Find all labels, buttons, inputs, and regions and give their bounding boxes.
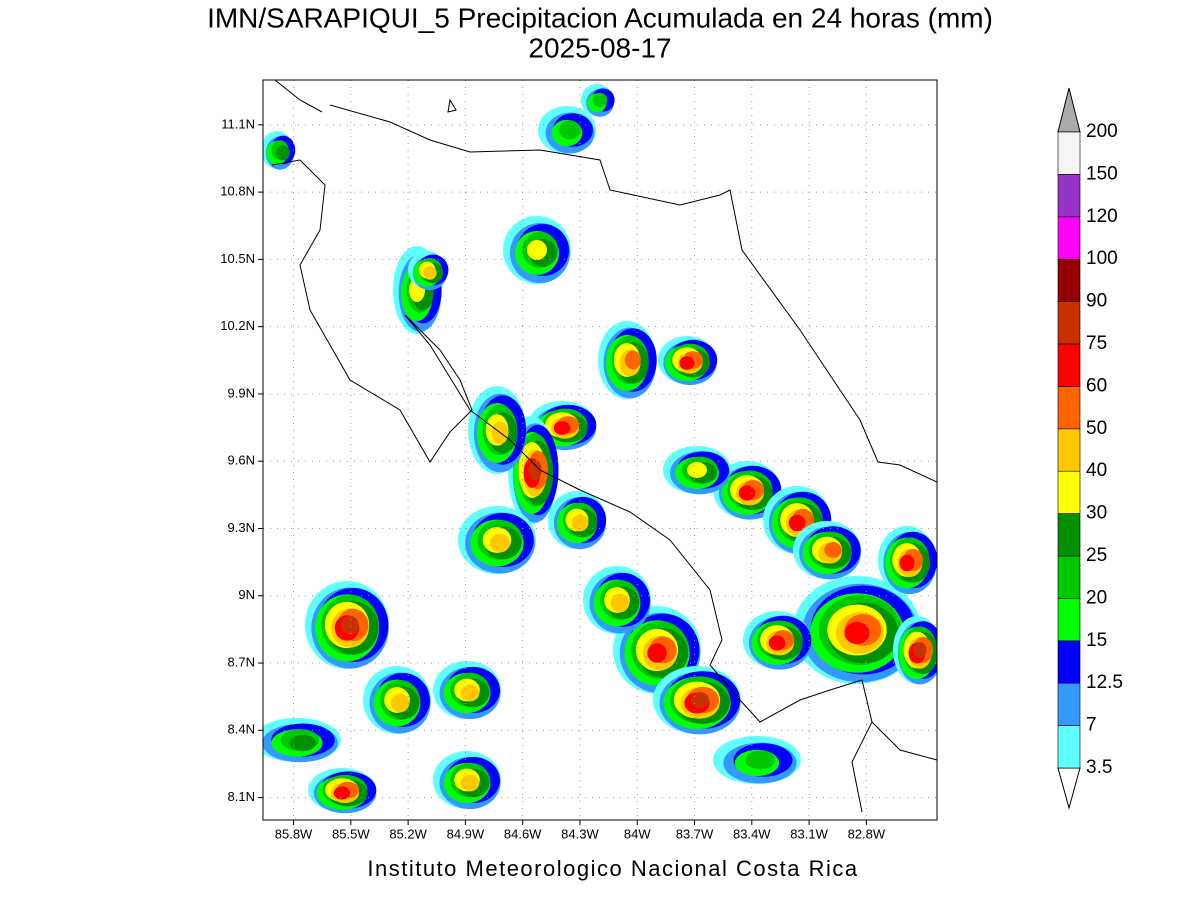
colorbar-label: 30 [1086, 503, 1107, 524]
colorbar-label: 60 [1086, 375, 1107, 396]
colorbar-segment [1057, 513, 1081, 557]
colorbar-under [1057, 767, 1081, 810]
colorbar-segment [1057, 470, 1081, 514]
y-tick-label: 8.7N [228, 654, 255, 669]
rain-contour [687, 462, 707, 478]
y-tick-label: 11.1N [221, 116, 255, 131]
precipitation-field [263, 84, 937, 814]
colorbar-label: 3.5 [1086, 757, 1112, 778]
rain-contour [528, 459, 542, 481]
x-tick-label: 83.4W [733, 826, 771, 841]
y-tick-label: 10.5N [220, 251, 255, 266]
rain-contour [460, 774, 480, 792]
rain-contour [647, 643, 667, 663]
x-tick-label: 83.1W [790, 826, 828, 841]
rain-contour [333, 786, 351, 800]
map-frame [262, 79, 938, 821]
grid [258, 80, 937, 825]
title: IMN/SARAPIQUI_5 Precipitacion Acumulada … [207, 2, 993, 33]
x-tick-label: 84.3W [561, 826, 599, 841]
rain-contour [489, 533, 511, 553]
rain-contour [592, 92, 608, 108]
colorbar: 3.5 7 12.5 15 20 25 30 40 50 60 75 90 100 120 150 200 [1057, 87, 1123, 810]
rain-contour [745, 750, 775, 770]
x-tick-label: 84W [624, 826, 651, 841]
y-tick-label: 9.3N [228, 520, 255, 535]
rain-contour [690, 692, 710, 708]
coastline [271, 159, 873, 813]
colorbar-segment [1057, 428, 1081, 472]
colorbar-segment [1057, 598, 1081, 642]
colorbar-label: 7 [1086, 715, 1097, 736]
coastline [274, 80, 937, 483]
rain-contour [559, 120, 581, 140]
y-tick-label: 8.4N [228, 722, 255, 737]
colorbar-over [1057, 87, 1081, 133]
rain-contour [276, 145, 290, 161]
x-tick-label: 85.5W [332, 826, 370, 841]
colorbar-segment [1057, 131, 1081, 175]
colorbar-label: 25 [1086, 545, 1107, 566]
rain-contour [824, 542, 842, 558]
colorbar-label: 200 [1086, 121, 1118, 142]
x-tick-label: 84.6W [504, 826, 542, 841]
rain-contour [553, 421, 571, 435]
y-tick-label: 10.8N [220, 184, 255, 199]
rain-contour [423, 266, 437, 280]
rain-contour [625, 350, 641, 370]
rain-contour [341, 615, 359, 635]
y-tick-label: 10.2N [220, 318, 255, 333]
x-tick-label: 85.8W [275, 826, 313, 841]
colorbar-label: 40 [1086, 460, 1107, 481]
rain-contour [610, 593, 630, 613]
rain-contour [899, 554, 915, 572]
rain-contour [788, 514, 806, 532]
colorbar-segment [1057, 386, 1081, 430]
rain-contour [679, 356, 695, 370]
colorbar-label: 90 [1086, 291, 1107, 312]
colorbar-segment [1057, 555, 1081, 599]
colorbar-segment [1057, 725, 1081, 769]
x-tick-label: 82.8W [848, 826, 886, 841]
colorbar-label: 15 [1086, 630, 1107, 651]
rain-contour [289, 734, 317, 752]
rain-contour [844, 621, 870, 645]
colorbar-label: 100 [1086, 248, 1118, 269]
x-tick-label: 85.2W [389, 826, 427, 841]
colorbar-label: 50 [1086, 418, 1107, 439]
date: 2025-08-17 [528, 32, 671, 63]
colorbar-segment [1057, 258, 1081, 302]
colorbar-label: 120 [1086, 206, 1118, 227]
colorbar-label: 75 [1086, 333, 1107, 354]
y-tick-label: 9.9N [228, 385, 255, 400]
colorbar-segment [1057, 301, 1081, 345]
rain-contour [390, 693, 410, 713]
rain-contour [768, 635, 786, 651]
rain-contour [738, 485, 756, 501]
x-tick-label: 83.7W [676, 826, 714, 841]
colorbar-label: 12.5 [1086, 672, 1123, 693]
colorbar-segment [1057, 216, 1081, 260]
footer: Instituto Meteorologico Nacional Costa R… [367, 856, 858, 881]
y-tick-label: 9.6N [228, 453, 255, 468]
colorbar-segment [1057, 640, 1081, 684]
colorbar-segment [1057, 174, 1081, 218]
colorbar-label: 20 [1086, 587, 1107, 608]
coastline [447, 98, 937, 761]
rain-contour [527, 240, 547, 260]
colorbar-segment [1057, 682, 1081, 726]
rain-contour [460, 684, 480, 702]
y-tick-label: 9N [238, 587, 255, 602]
rain-contour [571, 514, 589, 532]
coastlines [271, 80, 937, 813]
x-tick-label: 84.9W [447, 826, 485, 841]
colorbar-label: 150 [1086, 163, 1118, 184]
rain-contour [913, 642, 927, 658]
y-tick-label: 8.1N [228, 789, 255, 804]
colorbar-segment [1057, 343, 1081, 387]
